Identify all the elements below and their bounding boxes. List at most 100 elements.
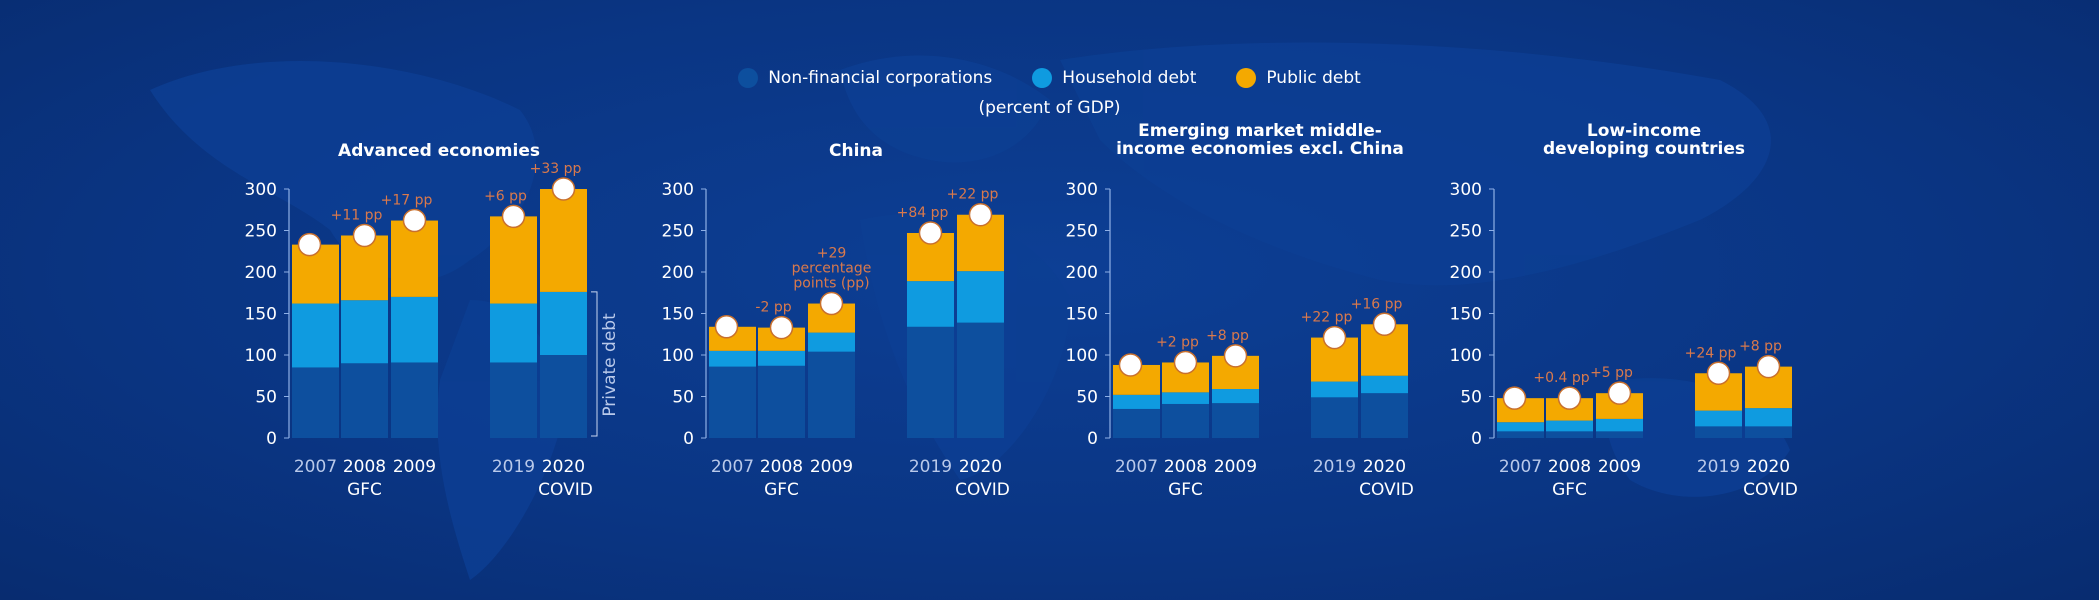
bar-segment-nfc (709, 366, 756, 438)
legend-item-household: Household debt (1032, 68, 1196, 88)
annotation-line: +24 pp (1685, 345, 1737, 361)
bar-segment-household (540, 291, 587, 355)
bar-segment-household (758, 350, 805, 366)
total-marker (1372, 312, 1397, 337)
total-marker (1173, 350, 1198, 375)
y-tick-label: 50 (1076, 388, 1098, 408)
bar-segment-nfc (292, 367, 339, 438)
bar-segment-nfc (1311, 397, 1358, 438)
y-tick-label: 200 (245, 263, 277, 283)
change-annotation: +0.4 pp (1533, 370, 1589, 386)
bar-segment-nfc (1596, 431, 1643, 438)
y-tick-label: 250 (1450, 222, 1482, 242)
annotation-line: +33 pp (530, 161, 582, 177)
change-annotation: +22 pp (1301, 310, 1353, 326)
total-marker (714, 315, 739, 339)
total-marker (819, 291, 844, 316)
y-tick-label: 0 (1471, 429, 1482, 449)
bar-segment-household (490, 303, 537, 363)
total-marker (918, 221, 943, 245)
total-marker (501, 204, 526, 229)
bar-segment-household (1212, 389, 1259, 404)
period-label: COVID (1743, 480, 1798, 500)
x-tick-label: 2019 (1697, 457, 1740, 477)
change-annotation: +16 pp (1351, 296, 1403, 312)
x-tick-label: 2008 (760, 457, 803, 477)
x-tick-label: 2007 (1115, 457, 1158, 477)
annotation-line: points (pp) (793, 276, 869, 292)
bar-segment-public (391, 220, 438, 297)
bar-segment-nfc (1695, 426, 1742, 438)
legend-item-public: Public debt (1236, 68, 1361, 88)
bar-segment-nfc (1745, 426, 1792, 438)
bar-segment-nfc (758, 365, 805, 438)
y-tick-label: 300 (1450, 180, 1482, 200)
y-tick-label: 0 (1087, 429, 1098, 449)
annotation-line: +22 pp (1301, 310, 1353, 326)
annotation-line: +2 pp (1156, 334, 1199, 350)
panel-title: Low-income (1587, 121, 1701, 141)
x-tick-label: 2008 (1548, 457, 1591, 477)
y-tick-label: 150 (662, 305, 694, 325)
x-tick-label: 2009 (1214, 457, 1257, 477)
bar-segment-household (1361, 375, 1408, 394)
bar-segment-household (391, 296, 438, 363)
map-landmass (840, 55, 1050, 163)
legend-label: Household debt (1062, 68, 1197, 88)
period-label: GFC (347, 480, 382, 500)
legend: Non-financial corporations Household deb… (0, 68, 2099, 88)
change-annotation: +22 pp (947, 187, 999, 203)
private-debt-bracket (591, 291, 598, 437)
annotation-line: +29 (817, 246, 847, 262)
x-tick-label: 2009 (393, 457, 436, 477)
change-annotation: +24 pp (1685, 345, 1737, 361)
y-tick-label: 150 (1450, 305, 1482, 325)
map-landmass (150, 61, 537, 282)
bar-segment-nfc (540, 355, 587, 438)
y-tick-label: 50 (255, 388, 277, 408)
total-marker (402, 208, 427, 233)
y-tick-label: 100 (1450, 346, 1482, 366)
change-annotation: +33 pp (530, 161, 582, 177)
bar-segment-nfc (1497, 431, 1544, 438)
legend-swatch-nfc (738, 68, 759, 88)
x-tick-label: 2020 (542, 457, 585, 477)
change-annotation: +8 pp (1739, 339, 1782, 355)
x-tick-label: 2007 (1499, 457, 1542, 477)
y-tick-label: 100 (662, 346, 694, 366)
y-tick-label: 250 (662, 222, 694, 242)
legend-swatch-public (1236, 68, 1257, 88)
y-tick-label: 200 (662, 263, 694, 283)
bar-segment-public (490, 216, 537, 304)
panel-title: Advanced economies (338, 141, 540, 161)
change-annotation: +6 pp (484, 188, 527, 204)
unit-label: (percent of GDP) (978, 98, 1121, 118)
change-annotation: +29 percentage points (pp) (792, 246, 872, 292)
total-marker (1557, 386, 1582, 410)
y-tick-label: 250 (245, 222, 277, 242)
annotation-line: +8 pp (1206, 328, 1249, 344)
x-tick-label: 2008 (343, 457, 386, 477)
bar-segment-household (808, 332, 855, 352)
annotation-line: +22 pp (947, 187, 999, 203)
bar-segment-public (540, 189, 587, 292)
x-tick-label: 2019 (1313, 457, 1356, 477)
map-landmass (1060, 42, 1771, 286)
panel-title: China (829, 141, 883, 161)
period-label: COVID (538, 480, 593, 500)
total-marker (297, 232, 322, 257)
annotation-line: +8 pp (1739, 339, 1782, 355)
bar-segment-household (1311, 381, 1358, 398)
legend-item-nfc: Non-financial corporations (738, 68, 992, 88)
bar-segment-household (1162, 392, 1209, 404)
bar-segment-household (1596, 418, 1643, 432)
y-tick-label: 300 (662, 180, 694, 200)
change-annotation: +5 pp (1590, 365, 1633, 381)
x-tick-label: 2007 (711, 457, 754, 477)
x-tick-label: 2009 (1598, 457, 1641, 477)
bar-segment-nfc (341, 363, 388, 438)
x-tick-label: 2019 (909, 457, 952, 477)
change-annotation: +8 pp (1206, 328, 1249, 344)
